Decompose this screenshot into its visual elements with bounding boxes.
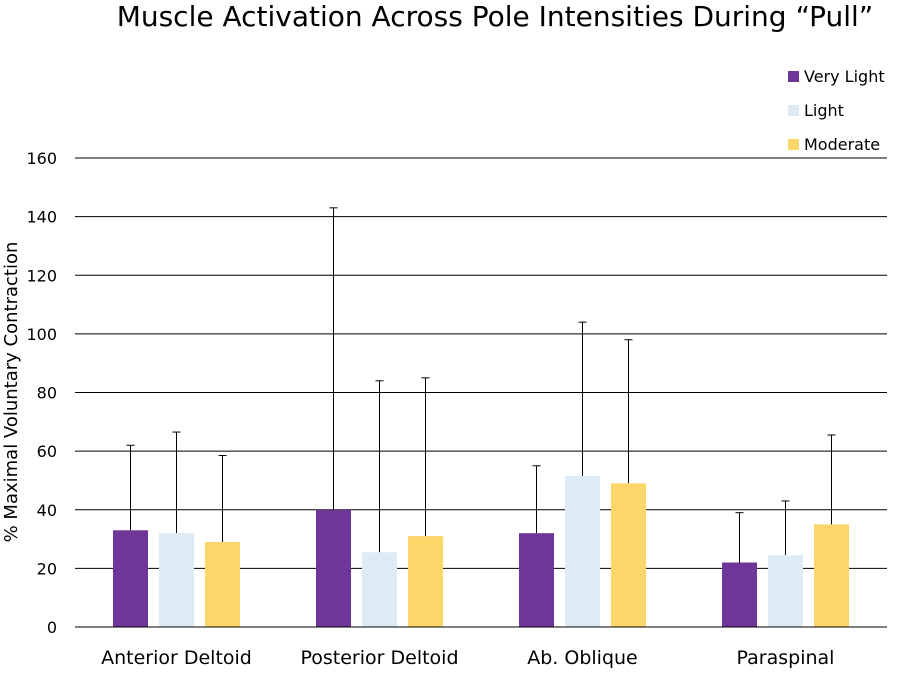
- y-tick-label: 100: [26, 325, 57, 344]
- y-tick-label: 140: [26, 208, 57, 227]
- x-tick-label: Posterior Deltoid: [300, 647, 458, 669]
- y-tick-label: 0: [47, 618, 57, 637]
- bar: [362, 552, 397, 627]
- y-tick-label: 160: [26, 149, 57, 168]
- error-bars: [126, 207, 836, 563]
- x-tick-label: Paraspinal: [737, 647, 835, 669]
- y-tick-label: 120: [26, 266, 57, 285]
- bar: [408, 536, 443, 627]
- y-tick-label: 60: [37, 442, 57, 461]
- bar: [205, 541, 240, 627]
- legend: Very Light Light Moderate: [788, 67, 885, 154]
- x-tick-label: Anterior Deltoid: [101, 647, 252, 669]
- category-labels: Anterior Deltoid Posterior Deltoid Ab. Obl…: [101, 647, 834, 669]
- bar: [113, 530, 148, 627]
- bar: [768, 555, 803, 627]
- gridlines: [75, 157, 887, 628]
- bar: [519, 533, 554, 627]
- legend-label: Very Light: [804, 67, 885, 86]
- y-axis-label: % Maximal Voluntary Contraction: [1, 242, 22, 543]
- bars: [75, 476, 887, 628]
- legend-label: Moderate: [804, 135, 880, 154]
- legend-swatch: [788, 105, 799, 116]
- bar: [611, 483, 646, 627]
- y-tick-label: 40: [37, 501, 57, 520]
- y-tick-labels: 0 20 40 60 80 100 120 140 160: [26, 149, 57, 637]
- bar: [159, 533, 194, 627]
- chart-title: Muscle Activation Across Pole Intensitie…: [117, 0, 874, 33]
- legend-swatch: [788, 71, 799, 82]
- legend-swatch: [788, 139, 799, 150]
- bar: [722, 562, 757, 627]
- y-tick-label: 20: [37, 559, 57, 578]
- bar: [814, 524, 849, 627]
- x-tick-label: Ab. Oblique: [527, 647, 638, 669]
- bar: [565, 476, 600, 627]
- y-tick-label: 80: [37, 384, 57, 403]
- legend-label: Light: [804, 101, 844, 120]
- bar: [316, 509, 351, 627]
